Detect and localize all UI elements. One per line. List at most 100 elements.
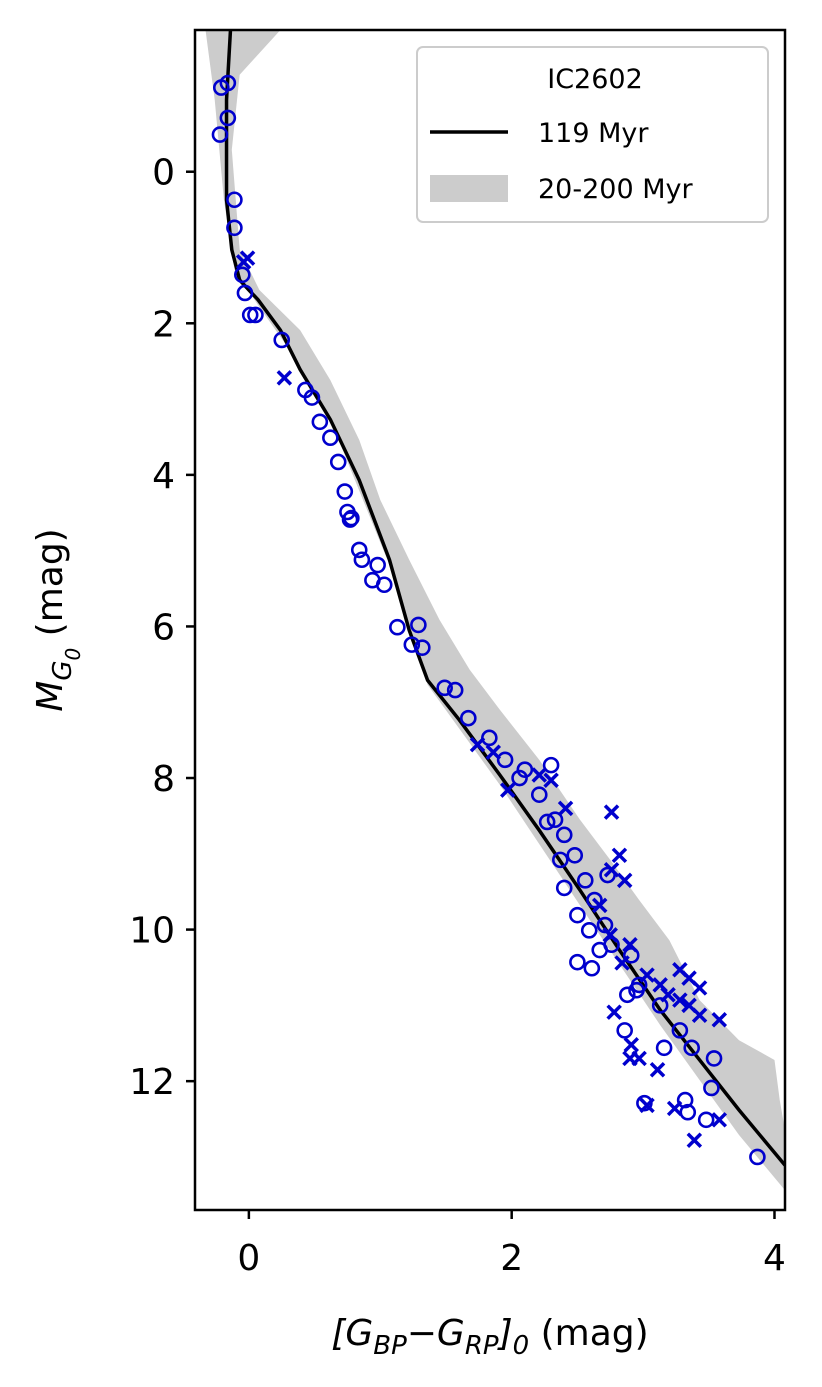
star-point — [322, 429, 339, 447]
star-point — [555, 879, 573, 897]
star-point — [603, 804, 620, 820]
star-point — [691, 980, 708, 996]
star-point — [666, 1100, 683, 1117]
star-point — [369, 556, 386, 574]
star-point — [485, 744, 502, 760]
label-part: 0 — [61, 648, 85, 661]
star-point — [329, 453, 347, 471]
star-point — [273, 331, 291, 349]
star-point — [543, 772, 559, 789]
label-part: ] — [497, 1313, 513, 1354]
star-point — [211, 126, 229, 143]
star-point — [649, 1062, 666, 1078]
x-tick-label: 4 — [763, 1238, 786, 1279]
star-point — [660, 987, 676, 1003]
y-tick-label: 10 — [129, 911, 175, 952]
legend-label: 119 Myr — [538, 118, 649, 149]
x-tick-label: 2 — [500, 1238, 523, 1279]
age-range-band — [205, 30, 785, 1191]
star-point — [586, 891, 603, 909]
star-point — [531, 767, 548, 783]
star-point — [619, 986, 636, 1004]
star-point — [469, 736, 486, 753]
star-point — [703, 1079, 720, 1097]
star-point — [591, 897, 608, 914]
star-point — [446, 681, 464, 699]
star-point — [576, 872, 594, 889]
star-point — [234, 266, 251, 284]
legend-label: 20-200 Myr — [538, 174, 693, 205]
star-point — [580, 922, 598, 939]
label-part: (mag) — [30, 528, 71, 648]
star-point — [276, 370, 293, 386]
star-point — [235, 254, 252, 270]
star-point — [414, 639, 431, 656]
label-part: [G — [331, 1313, 373, 1354]
star-point — [606, 1004, 622, 1020]
star-point — [552, 851, 569, 869]
star-point — [496, 751, 514, 769]
star-point — [603, 861, 620, 878]
star-point — [410, 616, 427, 634]
star-point — [530, 786, 548, 803]
star-point — [303, 389, 321, 406]
star-point — [623, 1037, 639, 1053]
y-tick-label: 6 — [152, 607, 175, 648]
star-point — [683, 1039, 701, 1057]
star-point — [226, 219, 243, 237]
star-point — [241, 306, 259, 324]
star-point — [336, 483, 354, 500]
star-point — [616, 1022, 633, 1039]
y-tick-label: 4 — [152, 456, 175, 497]
star-point — [639, 967, 655, 983]
star-point — [460, 709, 477, 727]
star-point — [628, 981, 645, 999]
star-point — [403, 636, 421, 653]
star-point — [681, 997, 697, 1014]
star-point — [705, 1050, 723, 1067]
star-point — [511, 769, 528, 787]
legend: IC2602 119 Myr 20-200 Myr — [416, 46, 769, 223]
x-tick-label: 0 — [237, 1238, 260, 1279]
star-point — [375, 576, 393, 594]
star-point — [651, 997, 669, 1014]
y-axis-label: MG0 (mag) — [30, 528, 85, 711]
star-point — [711, 1112, 728, 1128]
star-point — [219, 109, 237, 127]
star-point — [500, 782, 516, 798]
label-part: 0 — [513, 1331, 530, 1361]
star-point — [697, 1111, 715, 1129]
label-part: RP — [465, 1331, 499, 1361]
star-point — [236, 284, 254, 302]
star-point — [686, 1132, 703, 1149]
x-axis-label: [GBP−GRP]0 (mag) — [331, 1313, 648, 1361]
label-part: −G — [407, 1313, 465, 1354]
star-point — [555, 826, 573, 844]
star-point — [655, 1039, 673, 1057]
star-point — [350, 541, 368, 559]
star-point — [616, 872, 633, 889]
legend-title: IC2602 — [547, 64, 643, 95]
star-point — [611, 847, 628, 864]
star-point — [557, 800, 574, 817]
star-point — [311, 413, 329, 431]
star-point — [343, 509, 360, 527]
star-point — [614, 955, 630, 971]
star-point — [672, 992, 688, 1008]
star-point — [226, 191, 243, 209]
star-point — [639, 1097, 655, 1114]
star-point — [569, 906, 586, 924]
y-tick-label: 2 — [152, 304, 175, 345]
star-point — [602, 927, 618, 943]
star-point — [219, 74, 237, 92]
star-point — [566, 847, 584, 864]
label-part: BP — [373, 1331, 407, 1361]
y-tick-label: 12 — [129, 1062, 175, 1103]
y-tick-label: 8 — [152, 759, 175, 800]
label-part: M — [30, 681, 71, 712]
star-point — [622, 937, 638, 953]
star-point — [436, 679, 453, 697]
